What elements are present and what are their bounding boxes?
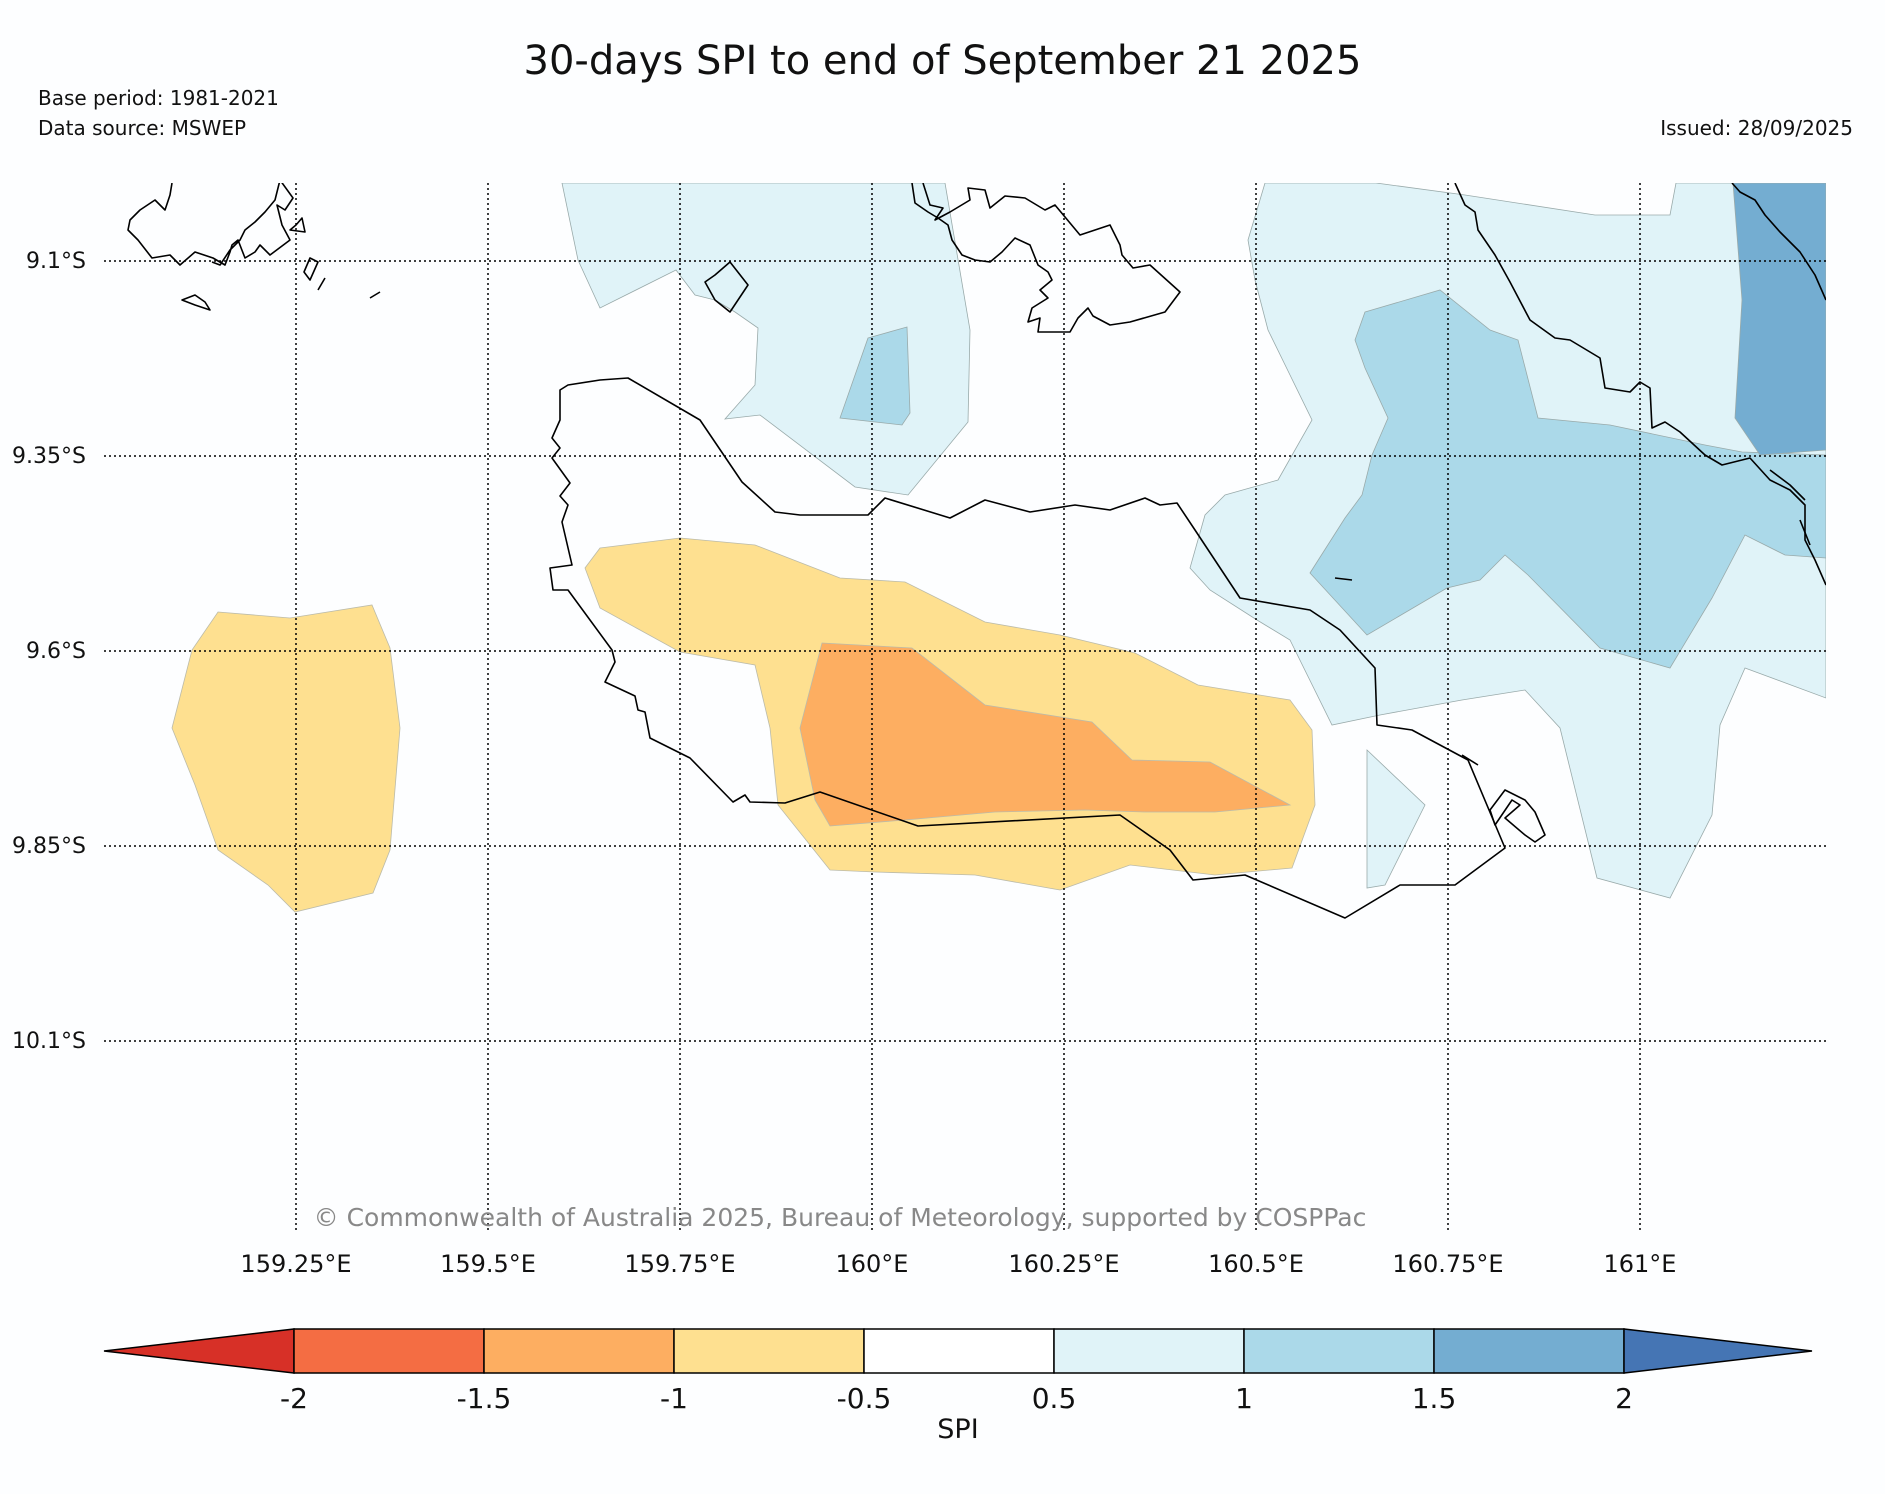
coastline-marau-reef: [1461, 754, 1479, 766]
latitude-labels: 9.1°S 9.35°S 9.6°S 9.85°S 10.1°S: [12, 249, 86, 1054]
coastline-malaita-fragment-2: [1799, 519, 1811, 546]
spi-region-minus1-minus0.5-west: [171, 604, 401, 913]
coastline-nggela-small: [704, 261, 749, 313]
lon-label: 160.25°E: [1008, 1250, 1119, 1278]
lon-label: 160.5°E: [1208, 1250, 1304, 1278]
coastline-islet-4: [317, 277, 326, 291]
spi-dry-regions: [171, 537, 1316, 913]
colorbar-bin: [1053, 1328, 1245, 1374]
coastline-islet-3: [289, 217, 306, 233]
lon-label: 161°E: [1604, 1250, 1677, 1278]
lon-label: 159.75°E: [624, 1250, 735, 1278]
spi-region-1-1.5-east: [1309, 289, 1826, 669]
colorbar-bin: [863, 1328, 1055, 1374]
lon-label: 159.5°E: [440, 1250, 536, 1278]
base-period: Base period: 1981-2021: [38, 86, 279, 110]
spi-region-1-1.5: [839, 326, 911, 426]
copyright-notice: © Commonwealth of Australia 2025, Bureau…: [314, 1203, 1367, 1232]
lon-label: 160°E: [836, 1250, 909, 1278]
colorbar-bin: [483, 1328, 675, 1374]
coastline-malaita-fragment-1: [1769, 469, 1806, 501]
coastline-russell-islands: [127, 183, 294, 266]
colorbar: [103, 1328, 1813, 1374]
coastline-marau: [1489, 789, 1546, 843]
colorbar-tick: -0.5: [837, 1382, 892, 1415]
coastline-islet-1: [181, 294, 211, 311]
lat-label: 10.1°S: [12, 1029, 86, 1054]
colorbar-tick: 1.5: [1412, 1382, 1457, 1415]
data-source: Data source: MSWEP: [38, 116, 247, 140]
colorbar-tick: -1.5: [457, 1382, 512, 1415]
colorbar-tick: 1: [1235, 1382, 1253, 1415]
coastline-malaita-east: [1731, 183, 1826, 301]
colorbar-bin: [1433, 1328, 1625, 1374]
coastline-guadalcanal: [549, 377, 1506, 919]
colorbar-tick: 0.5: [1032, 1382, 1077, 1415]
lat-label: 9.1°S: [26, 249, 86, 274]
coastline-malaita: [1454, 183, 1826, 586]
spi-region-0.5-1-south: [1366, 749, 1426, 889]
colorbar-tick: -1: [660, 1382, 688, 1415]
spi-region-minus1.5-minus1: [799, 642, 1292, 827]
colorbar-tick: 2: [1615, 1382, 1633, 1415]
colorbar-tick: -2: [280, 1382, 308, 1415]
colorbar-ticks: -2 -1.5 -1 -0.5 0.5 1 1.5 2: [280, 1382, 1633, 1415]
spi-region-0.5-1: [561, 183, 971, 496]
colorbar-label: SPI: [937, 1414, 978, 1445]
map-title: 30-days SPI to end of September 21 2025: [523, 38, 1362, 84]
graticule: [104, 183, 1826, 1233]
colorbar-bin: [673, 1328, 865, 1374]
coastline-malaita-fragment-3: [1334, 577, 1353, 581]
colorbar-extend-high: [1623, 1328, 1813, 1374]
map-area: © Commonwealth of Australia 2025, Bureau…: [104, 183, 1826, 1233]
lat-label: 9.6°S: [26, 639, 86, 664]
colorbar-bin: [1243, 1328, 1435, 1374]
longitude-labels: 159.25°E 159.5°E 159.75°E 160°E 160.25°E…: [240, 1250, 1676, 1278]
spi-region-1.5-2: [1732, 183, 1826, 456]
lat-label: 9.35°S: [12, 444, 86, 469]
colorbar-bin: [293, 1328, 485, 1374]
issued-date: Issued: 28/09/2025: [1660, 116, 1853, 140]
lon-label: 159.25°E: [240, 1250, 351, 1278]
lon-label: 160.75°E: [1392, 1250, 1503, 1278]
lat-label: 9.85°S: [12, 834, 86, 859]
coastline-islet-5: [369, 291, 381, 299]
coastline-florida-islands: [911, 183, 1181, 333]
colorbar-extend-low: [103, 1328, 295, 1374]
